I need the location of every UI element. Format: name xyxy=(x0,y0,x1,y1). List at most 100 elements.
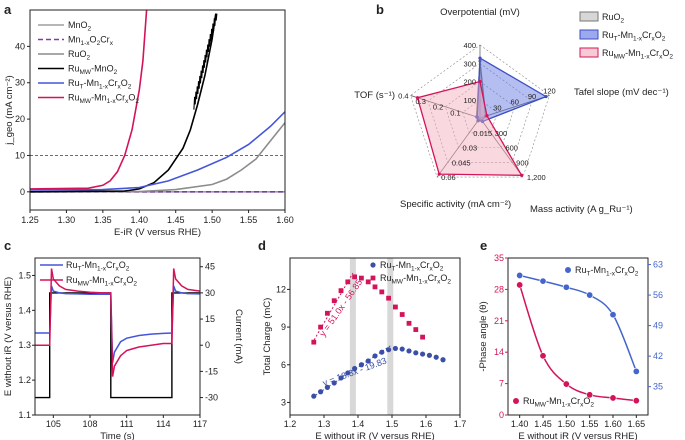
point-d-0-0 xyxy=(311,393,317,399)
ylabel-a: j_geo (mA cm⁻²) xyxy=(4,75,15,145)
radar-legend-label-0: RuO2 xyxy=(602,12,625,25)
xlabel-a: E-iR (V versus RHE) xyxy=(114,227,201,238)
point-d-1-11 xyxy=(386,295,391,301)
radar-series-1 xyxy=(476,56,548,123)
y2tick-label-c-3: 15 xyxy=(205,314,215,324)
radar-tick-3-1: 0.03 xyxy=(463,144,478,153)
radar-legend-swatch-1 xyxy=(579,29,599,40)
xtick-label-a-0: 1.25 xyxy=(21,215,39,225)
xtick-label-d-0: 1.2 xyxy=(284,419,297,429)
radar-grid-3 xyxy=(410,44,550,178)
ytick-label-d-0: 3 xyxy=(281,397,286,407)
series-a-3 xyxy=(30,13,217,193)
point-e-0-5 xyxy=(632,367,640,375)
radar-tick-1-2: 90 xyxy=(528,92,536,101)
legend-a-label-4: RuT-Mn1-xCrxO2 xyxy=(68,78,132,91)
xlabel-e: E without iR (V versus RHE) xyxy=(518,431,637,440)
point-d-1-8 xyxy=(365,279,371,285)
y2tick-label-c-5: 45 xyxy=(205,262,215,272)
ytick-label-e-4: 28 xyxy=(494,284,504,294)
series-a-noise xyxy=(193,13,218,110)
radar-point-2-4 xyxy=(415,96,420,100)
panel-label-b: b xyxy=(376,2,384,17)
ytick-label-a-3: 30 xyxy=(15,78,25,88)
point-d-1-16 xyxy=(420,334,425,340)
ylabel-e: -Phase angle (θ) xyxy=(478,301,489,371)
ytick-label-a-4: 40 xyxy=(15,41,25,51)
radar-point-1-1 xyxy=(544,94,548,99)
radar-tick-2-2: 900 xyxy=(516,158,529,167)
xtick-label-e-5: 1.65 xyxy=(628,419,646,429)
xtick-label-e-3: 1.55 xyxy=(581,419,599,429)
point-d-1-4 xyxy=(338,288,344,294)
point-d-1-9 xyxy=(372,284,378,290)
axes-frame-c xyxy=(34,257,201,416)
radar-point-1-3 xyxy=(476,118,480,122)
point-d-1-6 xyxy=(352,274,357,280)
radar-tick-0-2: 300 xyxy=(463,59,476,68)
ytick-label-a-0: 0 xyxy=(20,187,25,197)
legend-e-marker-1 xyxy=(513,398,519,404)
highlight-band-0 xyxy=(349,258,356,415)
point-e-0-0 xyxy=(516,271,524,279)
radar-tick-1-0: 30 xyxy=(493,103,501,112)
xtick-label-d-1: 1.3 xyxy=(318,419,331,429)
ylabel-d: Total Charge (mC) xyxy=(262,298,273,376)
xtick-label-d-4: 1.6 xyxy=(420,419,433,429)
y2tick-label-c-4: 30 xyxy=(205,288,215,298)
xtick-label-a-6: 1.55 xyxy=(240,215,258,225)
point-d-0-16 xyxy=(420,351,426,357)
xtick-label-e-2: 1.50 xyxy=(558,419,576,429)
radar-tick-3-0: 0.015 xyxy=(473,129,492,138)
point-e-0-1 xyxy=(539,277,547,285)
fit-label-0: y = 51.0x - 56.85 xyxy=(317,277,364,338)
ytick-label-a-2: 20 xyxy=(15,114,25,124)
point-d-0-12 xyxy=(392,345,398,352)
xtick-label-e-1: 1.45 xyxy=(534,419,552,429)
ytick-label-c-3: 1.4 xyxy=(18,305,31,315)
legend-a-label-0: MnO2 xyxy=(68,20,92,33)
radar-spoke-2 xyxy=(479,117,524,178)
radar-tick-4-2: 0.3 xyxy=(415,97,425,106)
legend-d-marker-1 xyxy=(370,275,376,281)
y2tick-label-c-2: 0 xyxy=(205,340,210,350)
chart-e: 1.40 1.45 1.50 1.55 1.60 1.65 0 7 14 21 28 35 35 42 49… xyxy=(478,253,663,440)
series-c-0 xyxy=(35,285,201,363)
radar-grid-2 xyxy=(427,62,533,163)
series-c-1 xyxy=(35,268,201,377)
legend-c-label-0: RuT-Mn1-xCrxO2 xyxy=(66,260,130,273)
legend-e-label-0: RuT-Mn1-xCrxO2 xyxy=(575,265,639,278)
radar-point-1-2 xyxy=(480,119,485,124)
point-e-1-2 xyxy=(562,380,570,388)
radar-point-2-1 xyxy=(485,114,489,118)
point-d-1-13 xyxy=(399,312,405,317)
xtick-label-c-2: 111 xyxy=(120,419,134,429)
radar-point-1-0 xyxy=(478,56,482,60)
chart-a: 1.25 1.30 1.35 1.40 1.45 1.50 1.55 1.60 0 10 20 30 4… xyxy=(4,9,294,238)
xtick-label-a-7: 1.60 xyxy=(276,215,294,225)
axes-frame-e xyxy=(507,257,649,416)
ytick-label-a-1: 10 xyxy=(15,150,25,160)
radar-legend-label-1: RuT-Mn1-xCrxO2 xyxy=(602,30,666,43)
point-d-0-17 xyxy=(426,352,432,358)
radar-tick-4-3: 0.4 xyxy=(398,91,408,100)
radar-legend-swatch-0 xyxy=(579,11,599,22)
ytick-label-c-1: 1.2 xyxy=(18,375,31,385)
point-d-1-0 xyxy=(311,339,317,345)
ytick-label-e-5: 35 xyxy=(494,253,504,263)
xtick-label-a-2: 1.35 xyxy=(94,215,112,225)
point-d-1-7 xyxy=(359,275,364,281)
series-a-4 xyxy=(30,111,285,191)
radar-legend-swatch-2 xyxy=(579,47,599,58)
xlabel-c: Time (s) xyxy=(100,431,134,440)
y2tick-label-c-1: -15 xyxy=(205,366,218,376)
point-e-0-3 xyxy=(586,291,594,299)
ytick-label-e-0: 0 xyxy=(499,410,504,420)
xtick-label-c-3: 114 xyxy=(156,419,170,429)
xlabel-d: E without iR (V versus RHE) xyxy=(315,431,434,440)
radar-tick-4-0: 0.1 xyxy=(450,108,460,117)
xtick-label-a-4: 1.45 xyxy=(167,215,185,225)
radar-tick-0-1: 200 xyxy=(463,78,476,87)
point-e-0-2 xyxy=(562,283,570,291)
radar-tick-2-3: 1,200 xyxy=(527,173,546,182)
